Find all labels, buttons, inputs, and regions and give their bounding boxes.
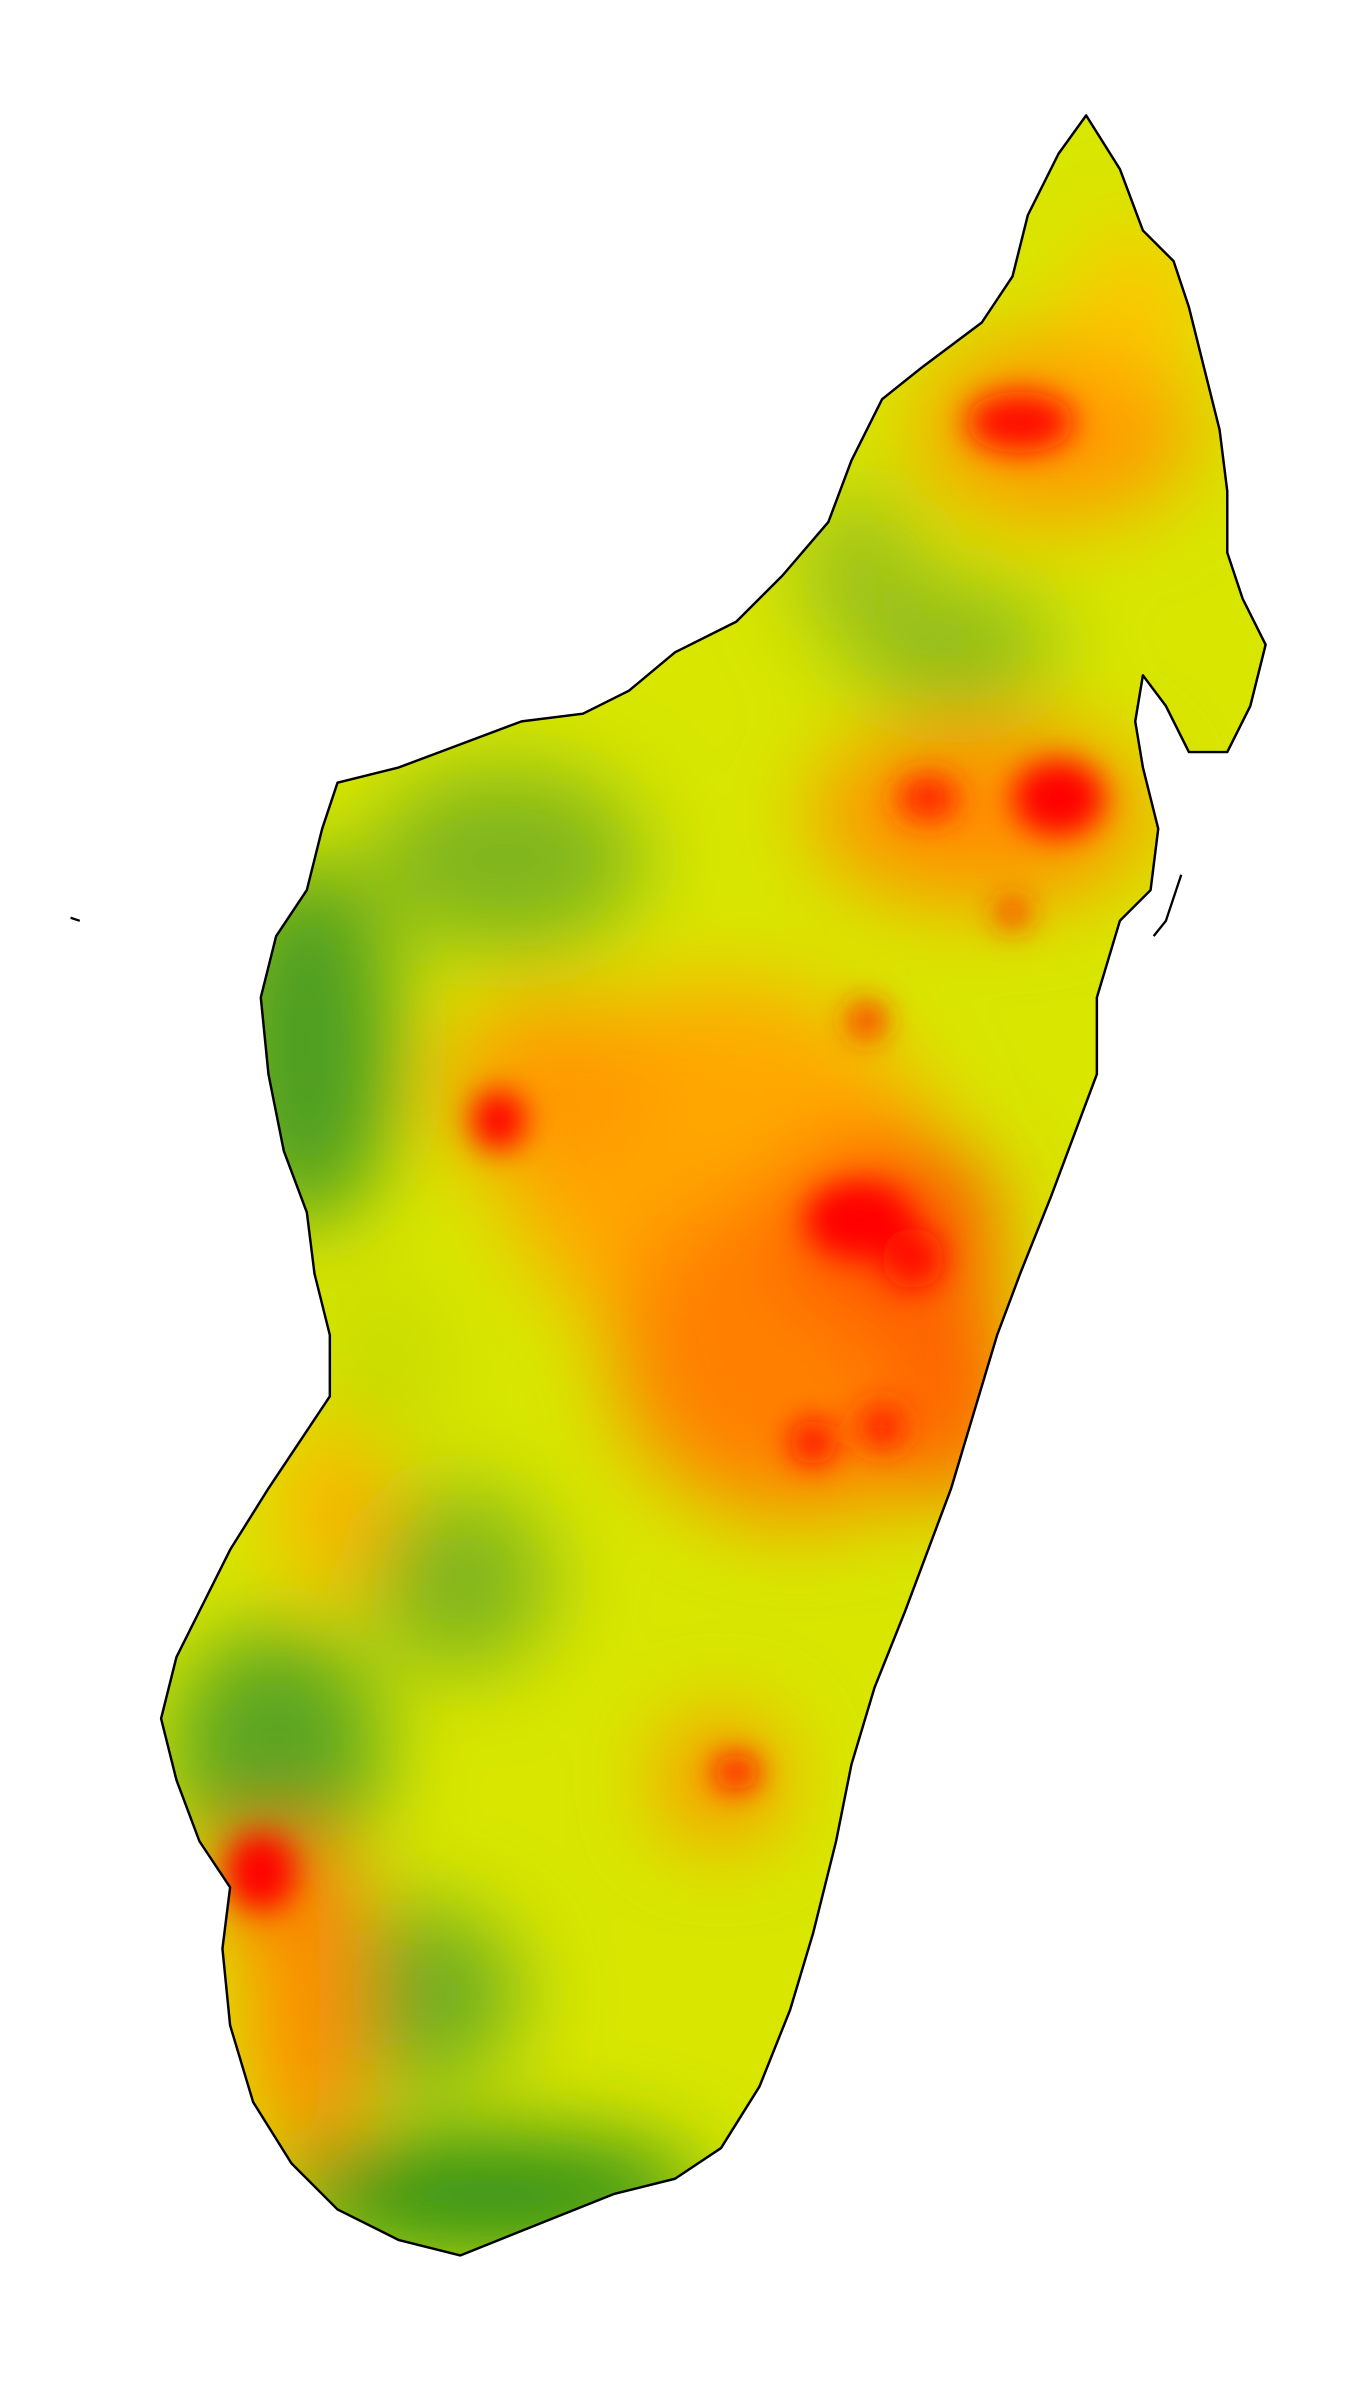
raster-blobs [168,230,1197,2256]
raster-hotspots [227,391,1105,1911]
island-outline [1152,874,1183,937]
coastline [159,114,1267,2257]
islet-outline [70,916,81,922]
